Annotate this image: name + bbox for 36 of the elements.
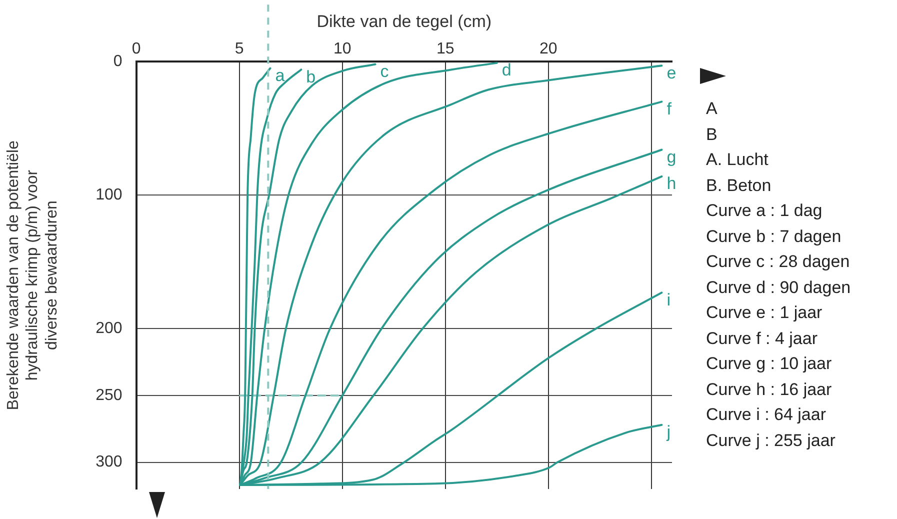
text: Curve b : 7 dagen [706, 226, 842, 248]
text: Curve h : 16 jaar [706, 378, 833, 400]
y-tick-label: 250 [96, 386, 122, 404]
y-tick-label: 100 [96, 186, 122, 204]
text: B [706, 124, 718, 146]
x-tick-label: 10 [333, 40, 352, 58]
series-label: a [275, 66, 286, 85]
text: Curve c : 28 dagen [706, 251, 851, 273]
series-label: j [666, 422, 670, 442]
text: Curve e : 1 jaar [706, 302, 824, 324]
x-axis-title: Dikte van de tegel (cm) [316, 12, 492, 31]
series-label: d [502, 60, 512, 80]
series-label: c [380, 62, 390, 81]
x-tick-label: 20 [539, 40, 558, 58]
text: Curve j : 255 jaar [706, 430, 836, 452]
series-label: h [666, 174, 676, 194]
text: Curve f : 4 jaar [706, 328, 818, 350]
series-label: i [666, 290, 670, 310]
text: Curve a : 1 dag [706, 200, 824, 222]
series-label: f [666, 99, 672, 118]
text: Curve d : 90 dagen [706, 276, 851, 298]
y-tick-label: 300 [96, 454, 122, 471]
y-tick-label: 200 [96, 320, 122, 338]
series-label: b [306, 67, 316, 86]
series-label: e [666, 63, 676, 82]
text: B. Beton [706, 174, 772, 196]
text: Curve i : 64 jaar [706, 404, 827, 426]
y-tick-label: 0 [113, 53, 122, 70]
text: A. Lucht [706, 149, 770, 171]
series-label: g [666, 147, 676, 166]
x-tick-label: 0 [132, 40, 141, 58]
text: Curve g : 10 jaar [706, 353, 833, 375]
y-axis-title: Berekende waarden van de potentiële hydraulische krimp (p/m) voor diverse bewaarduren [5, 140, 60, 410]
x-tick-label: 15 [436, 40, 454, 58]
x-tick-label: 5 [234, 40, 244, 58]
text: A [706, 98, 718, 120]
